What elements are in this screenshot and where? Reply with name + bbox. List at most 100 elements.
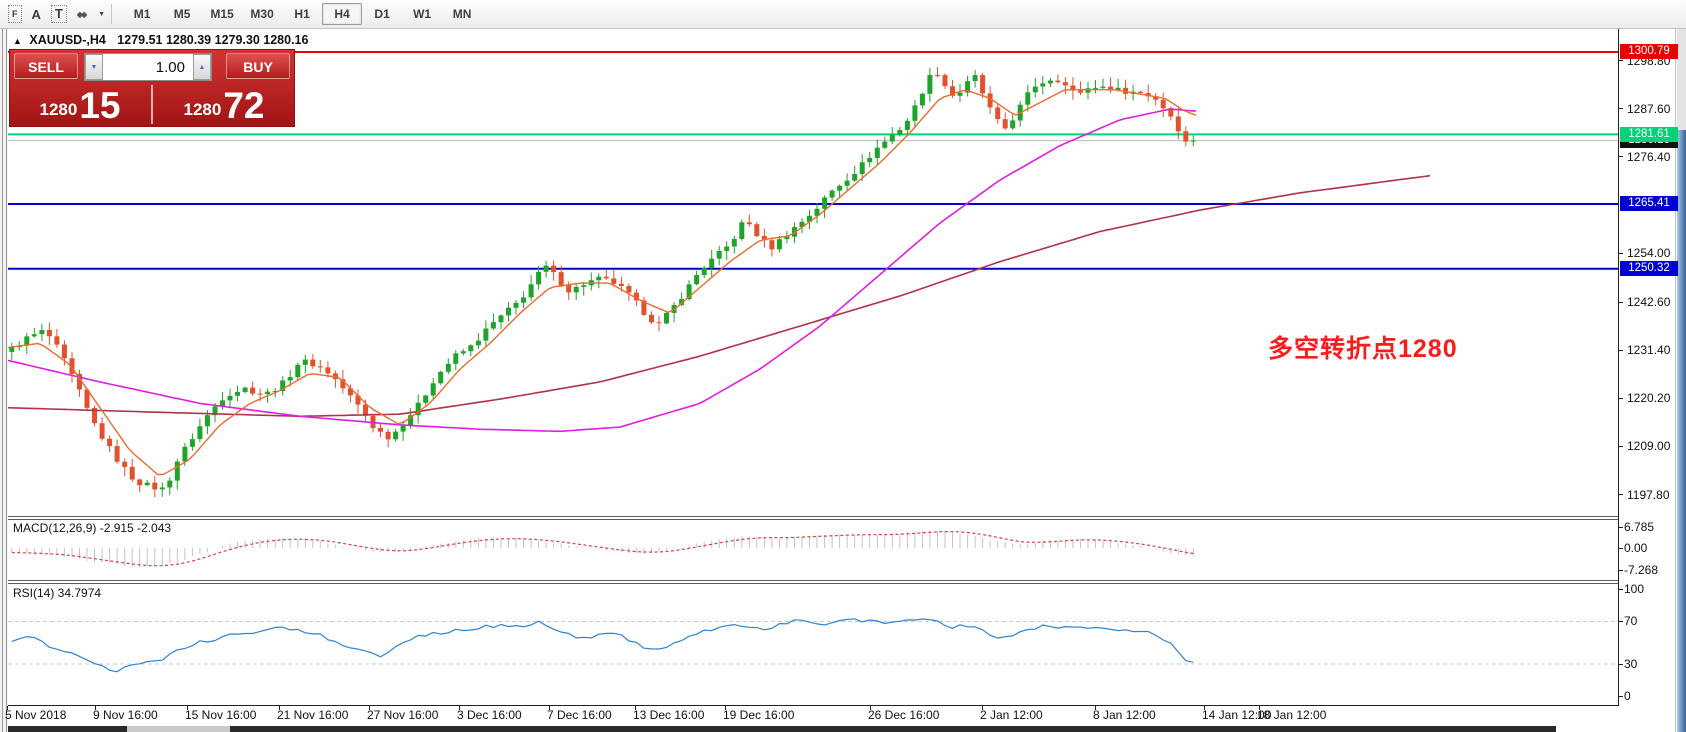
price-badge: 1300.79 — [1620, 44, 1678, 59]
price-axis-tick — [1618, 108, 1623, 109]
buy-price[interactable]: 1280 72 — [154, 83, 294, 126]
panel-separator[interactable] — [8, 580, 1618, 581]
cursor-a-icon[interactable]: A — [31, 6, 41, 22]
volume-input[interactable]: 1.00 — [155, 58, 185, 76]
price-axis-tick — [1618, 350, 1623, 351]
volume-increase-button[interactable]: ▲ — [193, 54, 211, 80]
time-axis-label: 7 Dec 16:00 — [547, 708, 612, 722]
buy-button[interactable]: BUY — [226, 53, 290, 79]
indicator-axis-label: 70 — [1624, 614, 1638, 628]
time-axis-tick — [982, 706, 983, 710]
main-price-chart — [8, 51, 1618, 498]
price-axis-tick — [1618, 398, 1623, 399]
time-axis-label: 21 Nov 16:00 — [277, 708, 349, 722]
indicator-axis-label: 30 — [1624, 657, 1638, 671]
price-axis-label: 1209.00 — [1627, 439, 1671, 453]
time-axis-label: 8 Jan 12:00 — [1093, 708, 1156, 722]
indicator-axis-tick — [1618, 527, 1623, 528]
dropdown-caret-icon[interactable]: ▼ — [98, 10, 106, 18]
time-axis-tick — [369, 706, 370, 710]
timeframe-h4[interactable]: H4 — [322, 3, 363, 25]
sell-price[interactable]: 1280 15 — [10, 83, 150, 126]
macd-indicator-chart — [11, 530, 1194, 568]
macd-label: MACD(12,26,9) -2.915 -2.043 — [13, 521, 172, 535]
time-axis-border — [8, 705, 1619, 706]
timeframe-h1[interactable]: H1 — [294, 7, 310, 21]
price-axis-tick — [1618, 494, 1623, 495]
window-right-edge-glass — [1677, 130, 1686, 732]
text-tool-icon[interactable]: T — [50, 5, 67, 23]
panel-separator[interactable] — [8, 519, 1618, 520]
h-scrollbar-track[interactable] — [230, 726, 1556, 732]
collapse-triangle-icon[interactable]: ▲ — [13, 36, 22, 46]
time-axis-tick — [549, 706, 550, 710]
trade-prices-row: 1280 15 1280 72 — [10, 83, 294, 126]
h-scrollbar-track[interactable] — [8, 726, 127, 732]
arrows-icon[interactable]: ◆◆ — [76, 9, 87, 19]
price-axis-tick — [1618, 253, 1623, 254]
timeframe-d1[interactable]: D1 — [374, 7, 390, 21]
chart-ohlc-values: 1279.51 1280.39 1279.30 1280.16 — [117, 33, 309, 47]
chart-symbol-period: XAUUSD-,H4 — [29, 33, 106, 47]
time-axis-label: 15 Nov 16:00 — [185, 708, 257, 722]
rsi-label: RSI(14) 34.7974 — [13, 586, 102, 600]
time-axis-label: 26 Dec 16:00 — [868, 708, 940, 722]
timeframe-m30[interactable]: M30 — [250, 7, 274, 21]
time-axis-label: 18 Jan 12:00 — [1257, 708, 1327, 722]
sell-price-prefix: 1280 — [39, 100, 78, 119]
price-axis-tick — [1618, 156, 1623, 157]
time-axis-label: 9 Nov 16:00 — [93, 708, 158, 722]
time-axis-tick — [635, 706, 636, 710]
buy-price-prefix: 1280 — [183, 100, 222, 119]
toolbar: F A T ◆◆ ▼ M1 M5 M15 M30 H1 H4 D1 W1 MN — [0, 0, 1686, 29]
volume-decrease-button[interactable]: ▼ — [85, 54, 103, 80]
sell-price-main: 15 — [79, 85, 121, 126]
time-axis-label: 3 Dec 16:00 — [457, 708, 522, 722]
templates-f-icon[interactable]: F — [8, 5, 22, 23]
time-axis-tick — [459, 706, 460, 710]
h-scrollbar-thumb[interactable] — [127, 726, 230, 732]
sell-button[interactable]: SELL — [14, 53, 78, 79]
timeframe-w1[interactable]: W1 — [413, 7, 432, 21]
timeframe-m5[interactable]: M5 — [173, 7, 191, 21]
indicator-axis-label: 100 — [1624, 582, 1645, 596]
time-axis-tick — [279, 706, 280, 710]
buy-price-main: 72 — [223, 85, 265, 126]
toolbar-separator — [111, 4, 113, 24]
window-right-frame-line — [1675, 29, 1676, 732]
price-axis-label: 1254.00 — [1627, 246, 1671, 260]
time-axis-tick — [1204, 706, 1205, 710]
time-axis-label: 5 Nov 2018 — [5, 708, 67, 722]
chart-title: ▲ XAUUSD-,H4 1279.51 1280.39 1279.30 128… — [13, 33, 308, 47]
panel-separator[interactable] — [8, 583, 1618, 584]
indicator-axis-tick — [1618, 570, 1623, 571]
indicator-axis-tick — [1618, 589, 1623, 590]
price-axis-label: 1276.40 — [1627, 150, 1671, 164]
panel-separator[interactable] — [8, 516, 1618, 517]
price-axis-label: 1287.60 — [1627, 102, 1671, 116]
price-badge: 1281.61 — [1620, 127, 1678, 142]
price-axis-tick — [1618, 60, 1623, 61]
time-axis-tick — [1259, 706, 1260, 710]
timeframe-mn[interactable]: MN — [452, 7, 472, 21]
price-axis-border — [1618, 29, 1619, 706]
chart-annotation-text: 多空转折点1280 — [1268, 335, 1458, 363]
indicator-axis-label: 0.00 — [1624, 541, 1648, 555]
indicator-axis-label: 6.785 — [1624, 520, 1655, 534]
indicator-axis-tick — [1618, 664, 1623, 665]
timeframe-m1[interactable]: M1 — [133, 7, 151, 21]
rsi-indicator-chart — [8, 618, 1618, 673]
price-badge: 1265.41 — [1620, 196, 1678, 211]
time-axis-tick — [95, 706, 96, 710]
price-divider — [151, 85, 153, 124]
price-axis-label: 1197.80 — [1627, 488, 1670, 502]
price-axis-label: 1220.20 — [1627, 391, 1671, 405]
indicator-axis-tick — [1618, 548, 1623, 549]
price-axis-tick — [1618, 446, 1623, 447]
time-axis-label: 19 Dec 16:00 — [723, 708, 795, 722]
price-axis-tick — [1618, 302, 1623, 303]
timeframe-m15[interactable]: M15 — [210, 7, 234, 21]
time-axis-tick — [870, 706, 871, 710]
indicator-axis-tick — [1618, 621, 1623, 622]
